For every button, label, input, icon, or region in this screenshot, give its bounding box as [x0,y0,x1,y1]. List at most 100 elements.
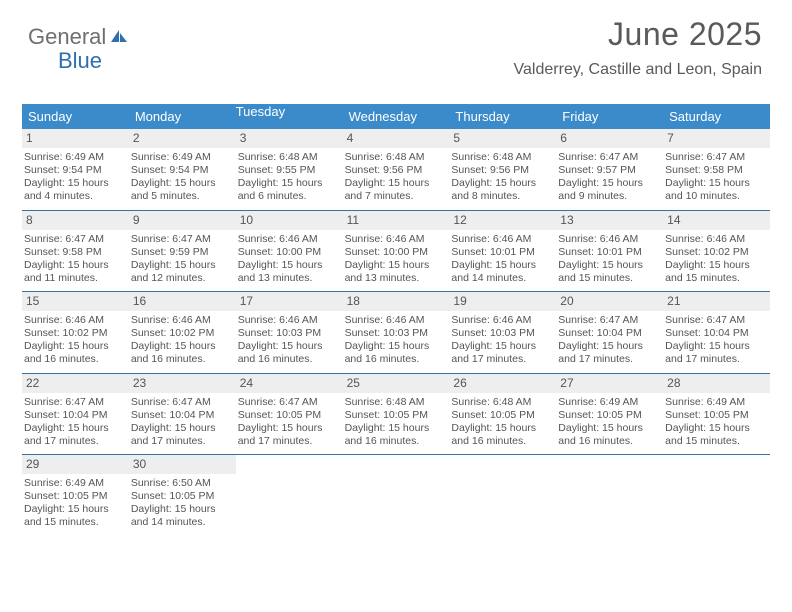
sunrise-text: Sunrise: 6:46 AM [451,314,552,327]
daylight-text: Daylight: 15 hours and 14 minutes. [131,503,232,529]
day-number: 25 [343,374,450,393]
day-number: 21 [663,292,770,311]
day-cell: 8Sunrise: 6:47 AMSunset: 9:58 PMDaylight… [22,211,129,292]
day-number: 14 [663,211,770,230]
sunrise-text: Sunrise: 6:48 AM [238,151,339,164]
daylight-text: Daylight: 15 hours and 9 minutes. [558,177,659,203]
day-number: 15 [22,292,129,311]
sunset-text: Sunset: 10:02 PM [131,327,232,340]
sunrise-text: Sunrise: 6:49 AM [24,151,125,164]
day-cell: 7Sunrise: 6:47 AMSunset: 9:58 PMDaylight… [663,129,770,210]
day-number: 1 [22,129,129,148]
logo-word2: Blue [58,48,102,74]
day-cell [236,455,343,536]
sunset-text: Sunset: 10:03 PM [238,327,339,340]
sunrise-text: Sunrise: 6:47 AM [131,396,232,409]
daylight-text: Daylight: 15 hours and 10 minutes. [665,177,766,203]
logo-sail-icon [109,28,129,44]
sunrise-text: Sunrise: 6:47 AM [24,396,125,409]
day-number: 29 [22,455,129,474]
day-number: 11 [343,211,450,230]
daylight-text: Daylight: 15 hours and 15 minutes. [558,259,659,285]
day-number: 8 [22,211,129,230]
day-number: 23 [129,374,236,393]
day-number: 2 [129,129,236,148]
sunrise-text: Sunrise: 6:48 AM [451,151,552,164]
sunrise-text: Sunrise: 6:46 AM [238,314,339,327]
day-number: 26 [449,374,556,393]
sunset-text: Sunset: 10:04 PM [665,327,766,340]
day-cell: 26Sunrise: 6:48 AMSunset: 10:05 PMDaylig… [449,374,556,455]
day-number: 3 [236,129,343,148]
day-number: 22 [22,374,129,393]
day-cell: 28Sunrise: 6:49 AMSunset: 10:05 PMDaylig… [663,374,770,455]
sunset-text: Sunset: 10:05 PM [665,409,766,422]
daylight-text: Daylight: 15 hours and 16 minutes. [558,422,659,448]
sunrise-text: Sunrise: 6:49 AM [558,396,659,409]
day-number: 24 [236,374,343,393]
daylight-text: Daylight: 15 hours and 16 minutes. [345,422,446,448]
weekday-tuesday: Tuesday [236,104,343,129]
day-cell: 18Sunrise: 6:46 AMSunset: 10:03 PMDaylig… [343,292,450,373]
logo-word1: General [28,24,106,50]
daylight-text: Daylight: 15 hours and 5 minutes. [131,177,232,203]
daylight-text: Daylight: 15 hours and 16 minutes. [345,340,446,366]
day-cell: 6 Sunrise: 6:47 AMSunset: 9:57 PMDaylight… [556,129,663,210]
day-cell [343,455,450,536]
sunrise-text: Sunrise: 6:46 AM [131,314,232,327]
daylight-text: Daylight: 15 hours and 15 minutes. [24,503,125,529]
day-cell: 25Sunrise: 6:48 AMSunset: 10:05 PMDaylig… [343,374,450,455]
day-number: 9 [129,211,236,230]
day-number: 16 [129,292,236,311]
sunset-text: Sunset: 9:56 PM [345,164,446,177]
sunrise-text: Sunrise: 6:47 AM [665,151,766,164]
sunset-text: Sunset: 10:05 PM [451,409,552,422]
day-number: 30 [129,455,236,474]
week-row: 22Sunrise: 6:47 AMSunset: 10:04 PMDaylig… [22,374,770,456]
sunrise-text: Sunrise: 6:47 AM [558,151,659,164]
day-number: 4 [343,129,450,148]
day-number: 18 [343,292,450,311]
day-number: 27 [556,374,663,393]
week-row: 15Sunrise: 6:46 AMSunset: 10:02 PMDaylig… [22,292,770,374]
week-row: 1Sunrise: 6:49 AMSunset: 9:54 PMDaylight… [22,129,770,211]
daylight-text: Daylight: 15 hours and 13 minutes. [238,259,339,285]
sunset-text: Sunset: 9:55 PM [238,164,339,177]
sunset-text: Sunset: 9:56 PM [451,164,552,177]
sunset-text: Sunset: 9:59 PM [131,246,232,259]
sunrise-text: Sunrise: 6:47 AM [24,233,125,246]
day-cell: 2 Sunrise: 6:49 AMSunset: 9:54 PMDaylight… [129,129,236,210]
sunrise-text: Sunrise: 6:46 AM [345,314,446,327]
daylight-text: Daylight: 15 hours and 7 minutes. [345,177,446,203]
daylight-text: Daylight: 15 hours and 17 minutes. [558,340,659,366]
day-cell: 22Sunrise: 6:47 AMSunset: 10:04 PMDaylig… [22,374,129,455]
daylight-text: Daylight: 15 hours and 15 minutes. [665,259,766,285]
sunrise-text: Sunrise: 6:48 AM [345,151,446,164]
sunset-text: Sunset: 10:00 PM [345,246,446,259]
sunrise-text: Sunrise: 6:47 AM [665,314,766,327]
day-cell [663,455,770,536]
day-number: 6 [556,129,663,148]
day-number: 28 [663,374,770,393]
day-cell: 27Sunrise: 6:49 AMSunset: 10:05 PMDaylig… [556,374,663,455]
day-number: 12 [449,211,556,230]
title-block: June 2025 Valderrey, Castille and Leon, … [514,16,762,79]
daylight-text: Daylight: 15 hours and 12 minutes. [131,259,232,285]
day-number: 17 [236,292,343,311]
sunrise-text: Sunrise: 6:46 AM [238,233,339,246]
sunrise-text: Sunrise: 6:46 AM [665,233,766,246]
daylight-text: Daylight: 15 hours and 13 minutes. [345,259,446,285]
sunrise-text: Sunrise: 6:47 AM [558,314,659,327]
sunset-text: Sunset: 9:54 PM [131,164,232,177]
sunset-text: Sunset: 10:05 PM [345,409,446,422]
daylight-text: Daylight: 15 hours and 11 minutes. [24,259,125,285]
sunrise-text: Sunrise: 6:50 AM [131,477,232,490]
daylight-text: Daylight: 15 hours and 8 minutes. [451,177,552,203]
sunset-text: Sunset: 10:04 PM [131,409,232,422]
sunset-text: Sunset: 10:05 PM [24,490,125,503]
sunrise-text: Sunrise: 6:49 AM [665,396,766,409]
sunrise-text: Sunrise: 6:49 AM [131,151,232,164]
month-title: June 2025 [514,16,762,53]
sunset-text: Sunset: 9:57 PM [558,164,659,177]
day-cell [449,455,556,536]
